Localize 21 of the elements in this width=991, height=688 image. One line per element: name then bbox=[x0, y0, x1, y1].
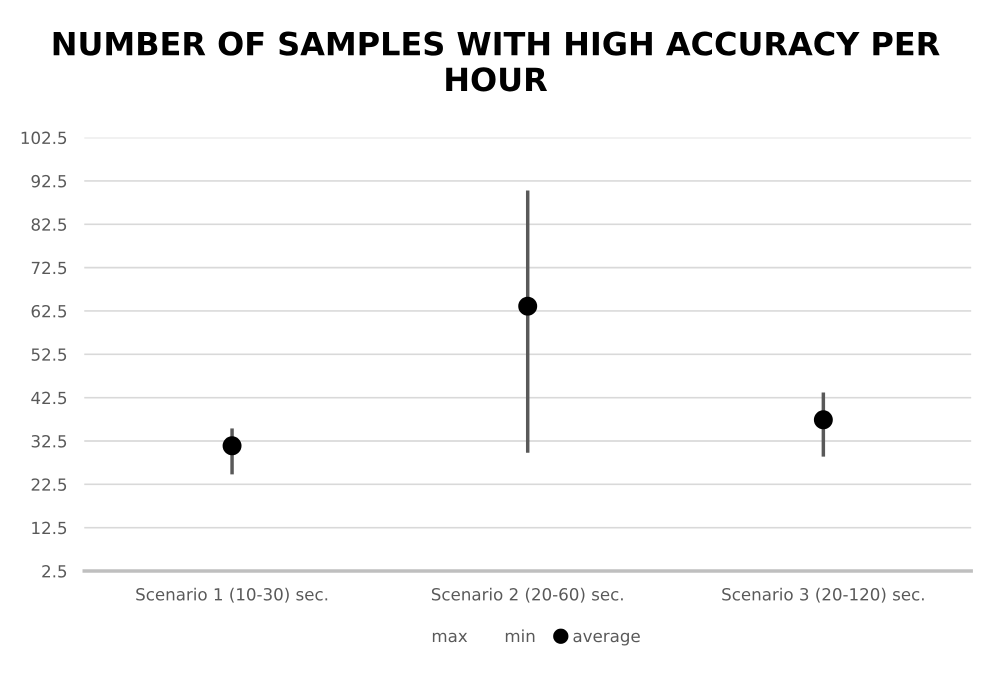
x-tick-label: Scenario 2 (20-60) sec. bbox=[432, 588, 623, 603]
point bbox=[222, 436, 242, 456]
y-tick-label: 22.5 bbox=[32, 478, 66, 491]
text: min bbox=[506, 629, 534, 642]
y-tick-label: 42.5 bbox=[31, 392, 66, 404]
y-tick-label: 62.5 bbox=[32, 304, 66, 318]
point bbox=[814, 410, 833, 430]
legend-label: average bbox=[573, 632, 640, 646]
point bbox=[518, 296, 538, 316]
x-tick-label: Scenario 1 (10-30) sec. bbox=[136, 588, 328, 603]
text: max bbox=[432, 632, 468, 642]
x-tick-label: Scenario 3 (20-120) sec. bbox=[722, 588, 924, 603]
y-tick-label: 2.5 bbox=[42, 565, 66, 578]
y-tick-label: 92.5 bbox=[32, 174, 66, 188]
y-tick-label: 52.5 bbox=[32, 348, 66, 361]
chart-title: NUMBER OF SAMPLES WITH HIGH ACCURACY PER HOUR bbox=[54, 32, 940, 92]
y-tick-label: 72.5 bbox=[32, 262, 66, 274]
y-tick-label: 102.5 bbox=[22, 132, 66, 144]
y-tick-label: 32.5 bbox=[32, 434, 66, 448]
y-tick-label: 12.5 bbox=[32, 522, 66, 534]
y-tick-label: 82.5 bbox=[32, 218, 66, 231]
